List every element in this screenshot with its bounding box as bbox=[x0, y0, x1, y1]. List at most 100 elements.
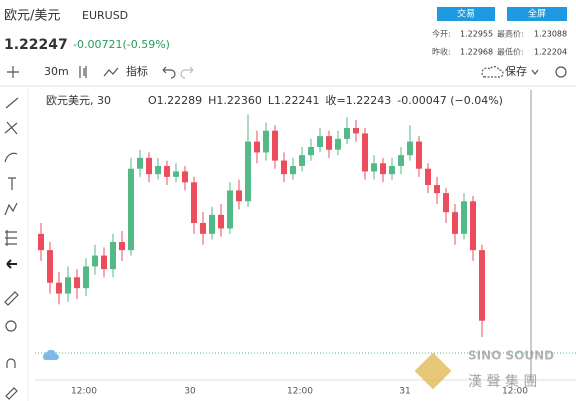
eraser-tool[interactable] bbox=[5, 387, 18, 400]
zoom-tool[interactable] bbox=[5, 320, 17, 332]
trade-button[interactable] bbox=[437, 7, 495, 21]
legend-name: 欧元美元, 30 bbox=[46, 94, 111, 107]
tool-column bbox=[4, 97, 19, 400]
candle-body bbox=[362, 133, 368, 172]
fib-tool[interactable] bbox=[4, 121, 18, 135]
save[interactable]: 保存 bbox=[505, 64, 527, 78]
chart-style[interactable] bbox=[79, 66, 87, 78]
stat-value: 1.22968 bbox=[460, 48, 493, 57]
candle-body bbox=[443, 193, 449, 213]
candle-body bbox=[200, 223, 206, 234]
save-menu[interactable] bbox=[531, 69, 539, 75]
candle-body bbox=[407, 141, 413, 156]
candle-body bbox=[308, 147, 314, 156]
prediction-tool[interactable] bbox=[5, 230, 17, 246]
candle-body bbox=[182, 171, 188, 183]
interval[interactable]: 30m bbox=[44, 65, 69, 78]
candle-body bbox=[326, 136, 332, 150]
candle-body bbox=[236, 190, 242, 202]
candle-body bbox=[164, 166, 170, 177]
x-tick-label: 12:00 bbox=[71, 387, 97, 397]
cloud-icon[interactable] bbox=[481, 66, 504, 78]
legend-values: O1.22289 H1.22360 L1.22241 收=1.22243 -0.0004… bbox=[148, 93, 503, 107]
x-tick-label: 12:00 bbox=[287, 387, 313, 397]
candle-body bbox=[47, 250, 53, 283]
candle-body bbox=[335, 138, 341, 150]
candle-body bbox=[416, 141, 422, 169]
logo-text: SINO SOUND bbox=[468, 349, 554, 363]
legend-value: H1.22360 bbox=[208, 94, 262, 107]
candle-body bbox=[281, 160, 287, 175]
candle-body bbox=[317, 136, 323, 147]
fullscreen-button[interactable] bbox=[507, 7, 567, 21]
candle-body bbox=[92, 255, 98, 267]
candle-body bbox=[173, 171, 179, 177]
watermark: SINO SOUND 漢 聲 集 團 bbox=[414, 349, 554, 390]
candle-body bbox=[389, 166, 395, 175]
candle-body bbox=[155, 166, 161, 175]
candle-body bbox=[38, 233, 44, 251]
indicator-icon[interactable] bbox=[103, 67, 119, 77]
magnet-tool[interactable] bbox=[6, 358, 16, 368]
ruler-tool[interactable] bbox=[4, 291, 19, 306]
candle-body bbox=[263, 130, 269, 153]
stat-label: 最低价: bbox=[497, 47, 524, 57]
candle-body bbox=[245, 141, 251, 202]
candle-body bbox=[209, 214, 215, 234]
stat-label: 昨收: bbox=[432, 47, 451, 57]
candle-body bbox=[119, 242, 125, 251]
candle-body bbox=[56, 282, 62, 294]
price-change: -0.00721(-0.59%) bbox=[73, 38, 170, 51]
x-tick-label: 31 bbox=[399, 387, 410, 397]
x-tick-label: 30 bbox=[184, 387, 196, 397]
legend-value: 收=1.22243 bbox=[326, 93, 392, 107]
candle-body bbox=[218, 214, 224, 229]
x-tick-label: 12:00 bbox=[502, 387, 528, 397]
candle-body bbox=[425, 168, 431, 185]
instrument-symbol: EURUSD bbox=[82, 9, 128, 22]
stat-label: 今开: bbox=[432, 29, 451, 39]
candle-body bbox=[65, 277, 71, 294]
text-tool[interactable] bbox=[8, 177, 16, 190]
candle-body bbox=[191, 182, 197, 223]
brush-tool[interactable] bbox=[4, 152, 18, 163]
settings[interactable] bbox=[555, 66, 567, 78]
candle-body bbox=[344, 128, 350, 139]
watermark-text: 漢 聲 集 團 bbox=[468, 373, 537, 390]
candle-body bbox=[83, 266, 89, 289]
candle-body bbox=[227, 190, 233, 229]
candle-body bbox=[290, 166, 296, 175]
candle-body bbox=[353, 128, 359, 134]
candle-body bbox=[74, 277, 80, 289]
stat-label: 最高价: bbox=[497, 29, 524, 39]
fullscreen-button-label[interactable]: 全屏 bbox=[528, 8, 546, 20]
candle-body bbox=[146, 157, 152, 175]
legend-value: L1.22241 bbox=[268, 94, 320, 107]
price: 1.22247 bbox=[4, 37, 68, 53]
trade-button-label[interactable]: 交易 bbox=[457, 8, 475, 20]
indicators[interactable]: 指标 bbox=[126, 64, 148, 78]
candle-body bbox=[137, 157, 143, 169]
candle-body bbox=[380, 163, 386, 175]
candle-body bbox=[110, 242, 116, 270]
trendline-tool[interactable] bbox=[5, 97, 19, 109]
candle-body bbox=[470, 201, 476, 251]
candle-body bbox=[434, 185, 440, 194]
alert-cloud[interactable] bbox=[42, 349, 59, 360]
candle-body bbox=[461, 201, 467, 234]
candle-body bbox=[254, 141, 260, 153]
pattern-tool[interactable] bbox=[4, 202, 18, 216]
stat-value: 1.23088 bbox=[534, 30, 567, 39]
undo[interactable] bbox=[162, 66, 176, 79]
candle-body bbox=[371, 163, 377, 172]
candle-body bbox=[398, 155, 404, 166]
candle-body bbox=[479, 250, 485, 321]
legend-value: O1.22289 bbox=[148, 94, 202, 107]
back-tool[interactable] bbox=[6, 259, 17, 269]
stat-value: 1.22204 bbox=[534, 48, 567, 57]
redo[interactable] bbox=[180, 66, 194, 79]
crosshair-tool[interactable] bbox=[7, 66, 19, 78]
legend-value: -0.00047 (−0.04%) bbox=[397, 94, 503, 107]
stat-value: 1.22955 bbox=[460, 30, 493, 39]
